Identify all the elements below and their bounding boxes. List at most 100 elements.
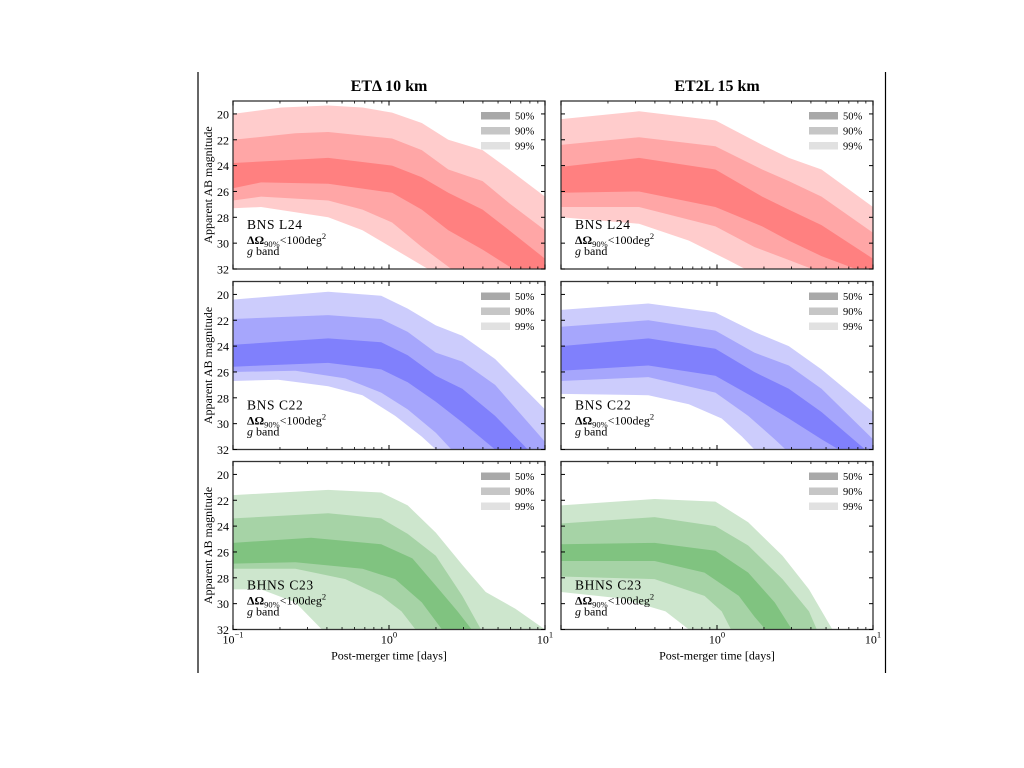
y-tick-label: 30 — [217, 597, 229, 611]
band-50pct — [561, 542, 792, 630]
population-label: BNS L24 — [575, 217, 631, 232]
sky-area-cut-label: ΔΩ90%<100deg2 — [247, 412, 326, 430]
population-label: BNS L24 — [247, 217, 303, 232]
legend-label: 90% — [515, 127, 535, 138]
x-tick-label: 100 — [709, 630, 725, 647]
y-tick-label: 22 — [217, 314, 229, 328]
legend-swatch — [481, 322, 510, 330]
legend-label: 99% — [843, 502, 863, 513]
panel-bhns-c23-etdelta: 20 22 24 26 28 30 32 Apparent AB magnitude 10−1 1… — [201, 460, 553, 663]
y-axis-label: Apparent AB magnitude — [201, 487, 215, 604]
y-tick-label: 28 — [217, 571, 229, 585]
confidence-bands — [561, 499, 833, 630]
legend-swatch — [809, 112, 838, 120]
legend-label: 50% — [843, 292, 863, 303]
y-tick-label: 22 — [217, 133, 229, 147]
panel-bns-c22-etdelta: 20 22 24 26 28 30 32 Apparent AB magnitude 50% 90… — [201, 280, 546, 457]
y-tick-label: 20 — [217, 468, 229, 482]
confidence-bands — [561, 111, 873, 269]
panel-grid: 20 22 24 26 28 30 32 Apparent AB magnitude 50% 90… — [201, 100, 881, 663]
filter-band-label: g band — [247, 244, 279, 258]
legend: 50% 90% 99% — [809, 112, 863, 153]
y-tick-label: 32 — [217, 623, 229, 637]
legend-swatch — [809, 127, 838, 135]
legend-swatch — [809, 472, 838, 480]
x-tick-label: 101 — [537, 630, 553, 647]
legend-swatch — [481, 487, 510, 495]
legend: 50% 90% 99% — [481, 112, 535, 153]
confidence-bands — [233, 105, 545, 269]
sky-area-cut-label: ΔΩ90%<100deg2 — [575, 592, 654, 610]
confidence-bands — [233, 489, 545, 630]
y-tick-label: 30 — [217, 237, 229, 251]
x-axis-label: Post-merger time [days] — [331, 649, 447, 663]
band-50pct — [561, 157, 873, 269]
y-tick-label: 24 — [217, 520, 229, 534]
band-50pct — [233, 157, 545, 269]
legend-label: 50% — [843, 112, 863, 123]
legend-label: 99% — [515, 322, 535, 333]
sky-area-cut-label: ΔΩ90%<100deg2 — [575, 231, 654, 249]
filter-band-label: g band — [247, 425, 279, 439]
confidence-bands — [561, 303, 873, 450]
legend-label: 50% — [515, 112, 535, 123]
legend-swatch — [809, 502, 838, 510]
population-label: BHNS C23 — [247, 578, 314, 593]
x-tick-label: 10−1 — [222, 630, 243, 647]
legend: 50% 90% 99% — [809, 292, 863, 333]
population-label: BNS C22 — [247, 398, 303, 413]
legend-swatch — [481, 472, 510, 480]
y-tick-label: 28 — [217, 211, 229, 225]
population-label: BNS C22 — [575, 398, 631, 413]
filter-band-label: g band — [247, 605, 279, 619]
x-tick-label: 101 — [865, 630, 881, 647]
y-tick-label: 28 — [217, 391, 229, 405]
y-tick-label: 30 — [217, 417, 229, 431]
y-tick-label: 20 — [217, 107, 229, 121]
legend-label: 99% — [515, 502, 535, 513]
panel-bhns-c23-et2l: 100 101 Post-merger time [days] 50% 90% 99% BH… — [560, 460, 881, 663]
column-title-etdelta: ETΔ 10 km — [351, 78, 428, 95]
sky-area-cut-label: ΔΩ90%<100deg2 — [247, 592, 326, 610]
legend-label: 90% — [515, 307, 535, 318]
legend-swatch — [481, 292, 510, 300]
legend: 50% 90% 99% — [809, 472, 863, 513]
x-axis-label: Post-merger time [days] — [659, 649, 775, 663]
column-title-et2l: ET2L 15 km — [674, 78, 760, 95]
legend-swatch — [809, 292, 838, 300]
x-tick-label: 100 — [381, 630, 397, 647]
band-50pct — [233, 338, 528, 450]
y-axis-label: Apparent AB magnitude — [201, 307, 215, 424]
y-tick-label: 32 — [217, 263, 229, 277]
confidence-bands — [233, 291, 545, 450]
filter-band-label: g band — [575, 244, 607, 258]
legend-swatch — [809, 142, 838, 150]
y-tick-label: 26 — [217, 545, 229, 559]
population-label: BHNS C23 — [575, 578, 642, 593]
legend-swatch — [809, 487, 838, 495]
y-tick-label: 20 — [217, 288, 229, 302]
legend-label: 99% — [843, 322, 863, 333]
filter-band-label: g band — [575, 605, 607, 619]
y-tick-label: 26 — [217, 185, 229, 199]
panel-bns-l24-etdelta: 20 22 24 26 28 30 32 Apparent AB magnitude 50% 90… — [201, 100, 546, 277]
sky-area-cut-label: ΔΩ90%<100deg2 — [247, 231, 326, 249]
legend-label: 50% — [515, 292, 535, 303]
legend-label: 90% — [843, 487, 863, 498]
legend-label: 90% — [843, 127, 863, 138]
legend-swatch — [481, 502, 510, 510]
y-tick-label: 22 — [217, 494, 229, 508]
legend-label: 50% — [843, 472, 863, 483]
y-tick-label: 24 — [217, 159, 229, 173]
band-50pct — [561, 338, 866, 450]
legend-swatch — [809, 322, 838, 330]
legend-swatch — [481, 142, 510, 150]
